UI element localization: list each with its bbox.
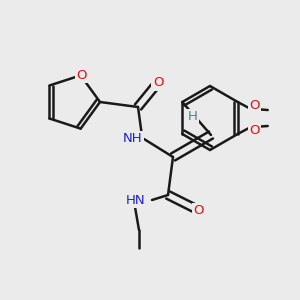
Text: O: O bbox=[76, 69, 87, 82]
Text: H: H bbox=[188, 110, 198, 124]
Text: O: O bbox=[194, 205, 204, 218]
Text: O: O bbox=[249, 124, 260, 137]
Text: NH: NH bbox=[123, 133, 143, 146]
Text: O: O bbox=[153, 76, 163, 89]
Text: O: O bbox=[249, 99, 260, 112]
Text: HN: HN bbox=[126, 194, 146, 206]
